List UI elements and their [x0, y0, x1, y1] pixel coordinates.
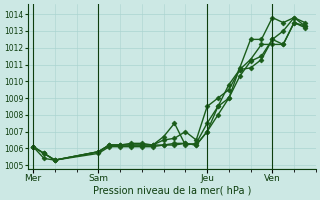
X-axis label: Pression niveau de la mer( hPa ): Pression niveau de la mer( hPa ) — [92, 186, 251, 196]
